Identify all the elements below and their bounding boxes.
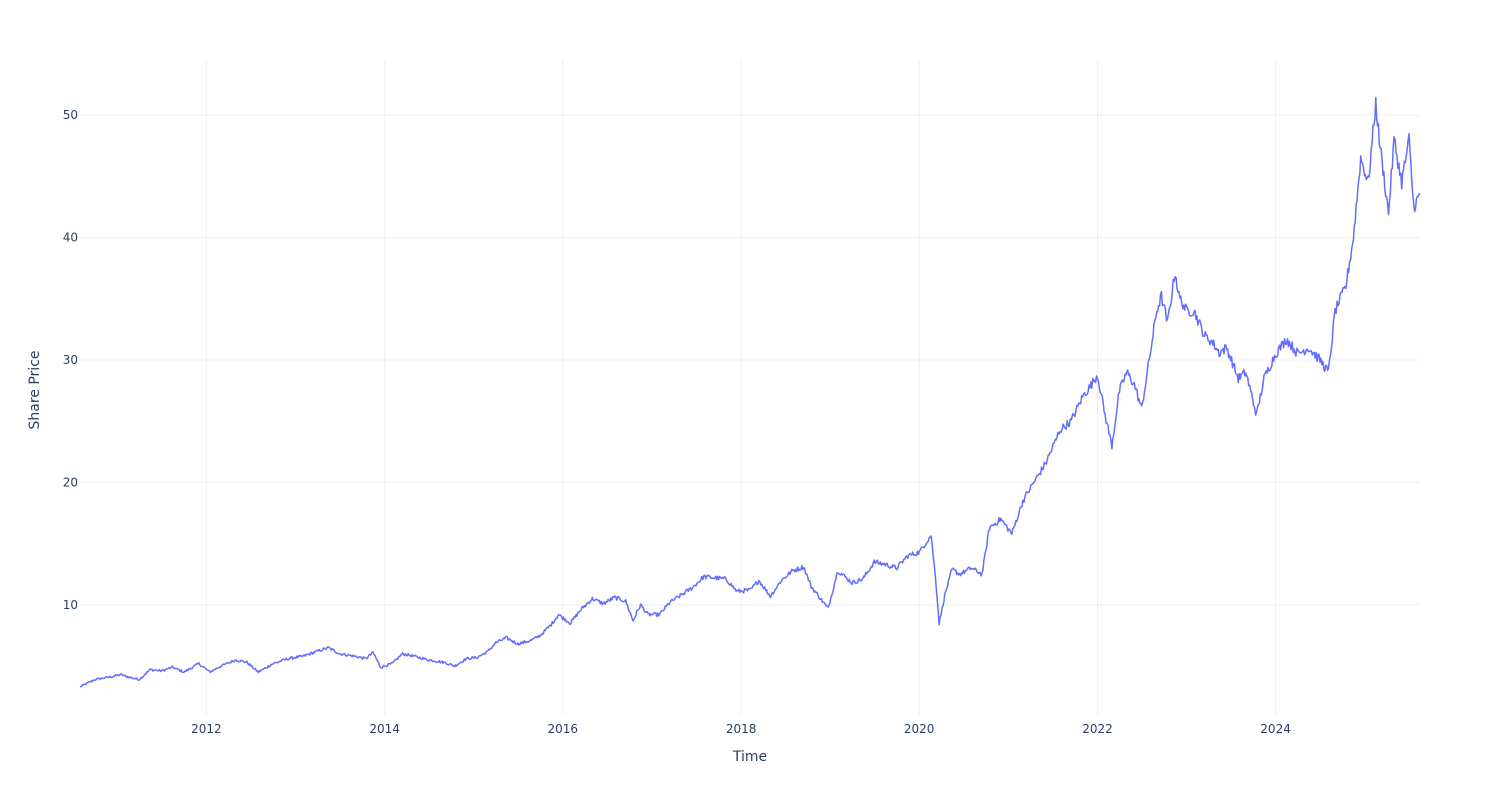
x-tick-label: 2018 [726, 722, 757, 736]
y-tick-label: 20 [63, 475, 78, 489]
x-tick-label: 2020 [904, 722, 935, 736]
plot-background [80, 60, 1420, 715]
y-tick-label: 50 [63, 108, 78, 122]
y-tick-label: 30 [63, 353, 78, 367]
x-tick-label: 2016 [547, 722, 578, 736]
x-tick-label: 2024 [1260, 722, 1291, 736]
x-tick-label: 2022 [1082, 722, 1113, 736]
y-axis-ticks: 10 20 30 40 50 [63, 108, 78, 612]
x-axis-ticks: 2012 2014 2016 2018 2020 2022 2024 [191, 722, 1291, 736]
y-tick-label: 40 [63, 231, 78, 245]
x-tick-label: 2012 [191, 722, 222, 736]
y-tick-label: 10 [63, 598, 78, 612]
gridlines [80, 60, 1420, 715]
x-tick-label: 2014 [369, 722, 400, 736]
series-layer [79, 96, 1421, 688]
x-axis-title: Time [732, 749, 767, 765]
share-price-line [79, 96, 1421, 688]
y-axis-title: Share Price [27, 350, 43, 429]
